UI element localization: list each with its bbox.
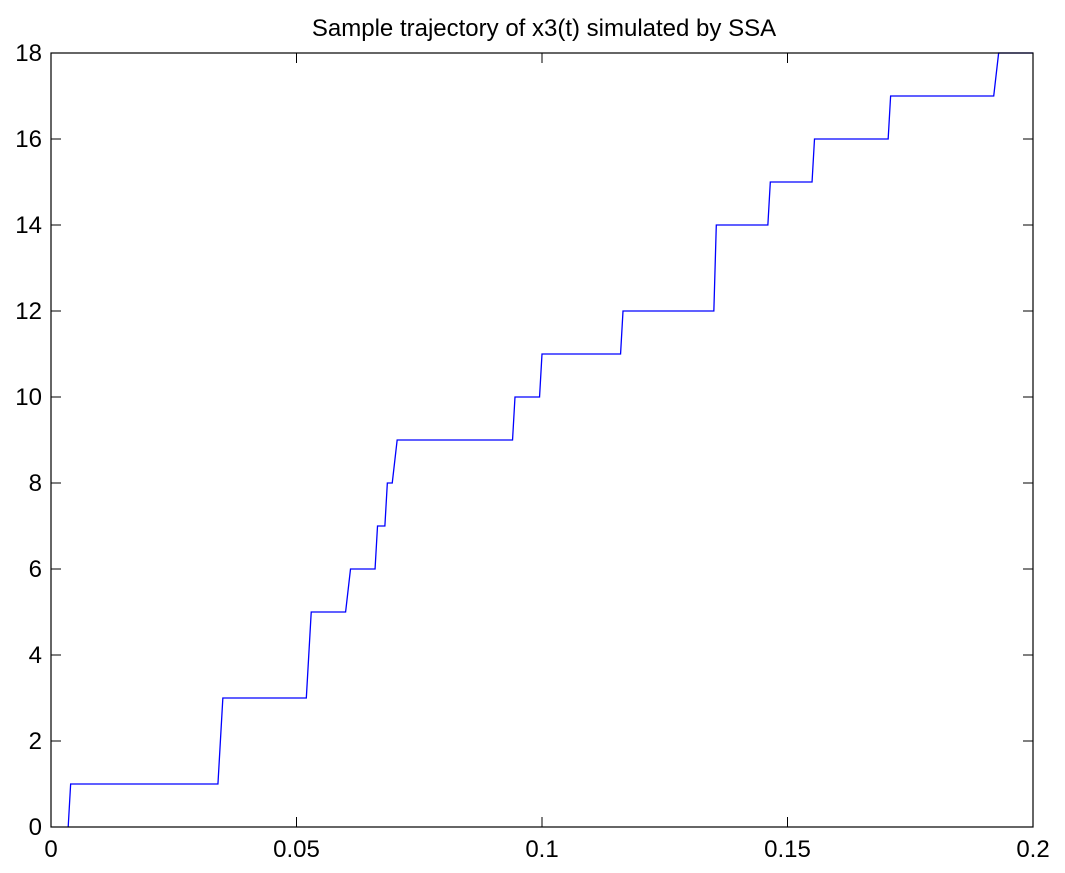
y-tick-label: 2	[29, 728, 42, 755]
x-tick-label: 0.05	[273, 836, 320, 863]
x-tick-label: 0.2	[1016, 836, 1049, 863]
chart-title: Sample trajectory of x3(t) simulated by …	[312, 15, 776, 42]
series-line-0	[67, 52, 1033, 828]
y-tick-label: 16	[15, 126, 42, 153]
y-tick-label: 8	[29, 470, 42, 497]
plot-area: 0 0.05 0.1 0.15 0.2 0 2 4 6 8 10 12 14 16 18	[15, 40, 1049, 863]
y-tick-label: 12	[15, 298, 42, 325]
y-tick-label: 10	[15, 384, 42, 411]
y-tick-label: 18	[15, 40, 42, 67]
x-tick-label: 0.15	[764, 836, 811, 863]
y-tick-label: 4	[29, 642, 42, 669]
y-tick-label: 6	[29, 556, 42, 583]
x-tick-label: 0	[44, 836, 57, 863]
y-tick-label: 14	[15, 212, 42, 239]
x-tick-label: 0.1	[525, 836, 558, 863]
y-tick-label: 0	[29, 814, 42, 841]
